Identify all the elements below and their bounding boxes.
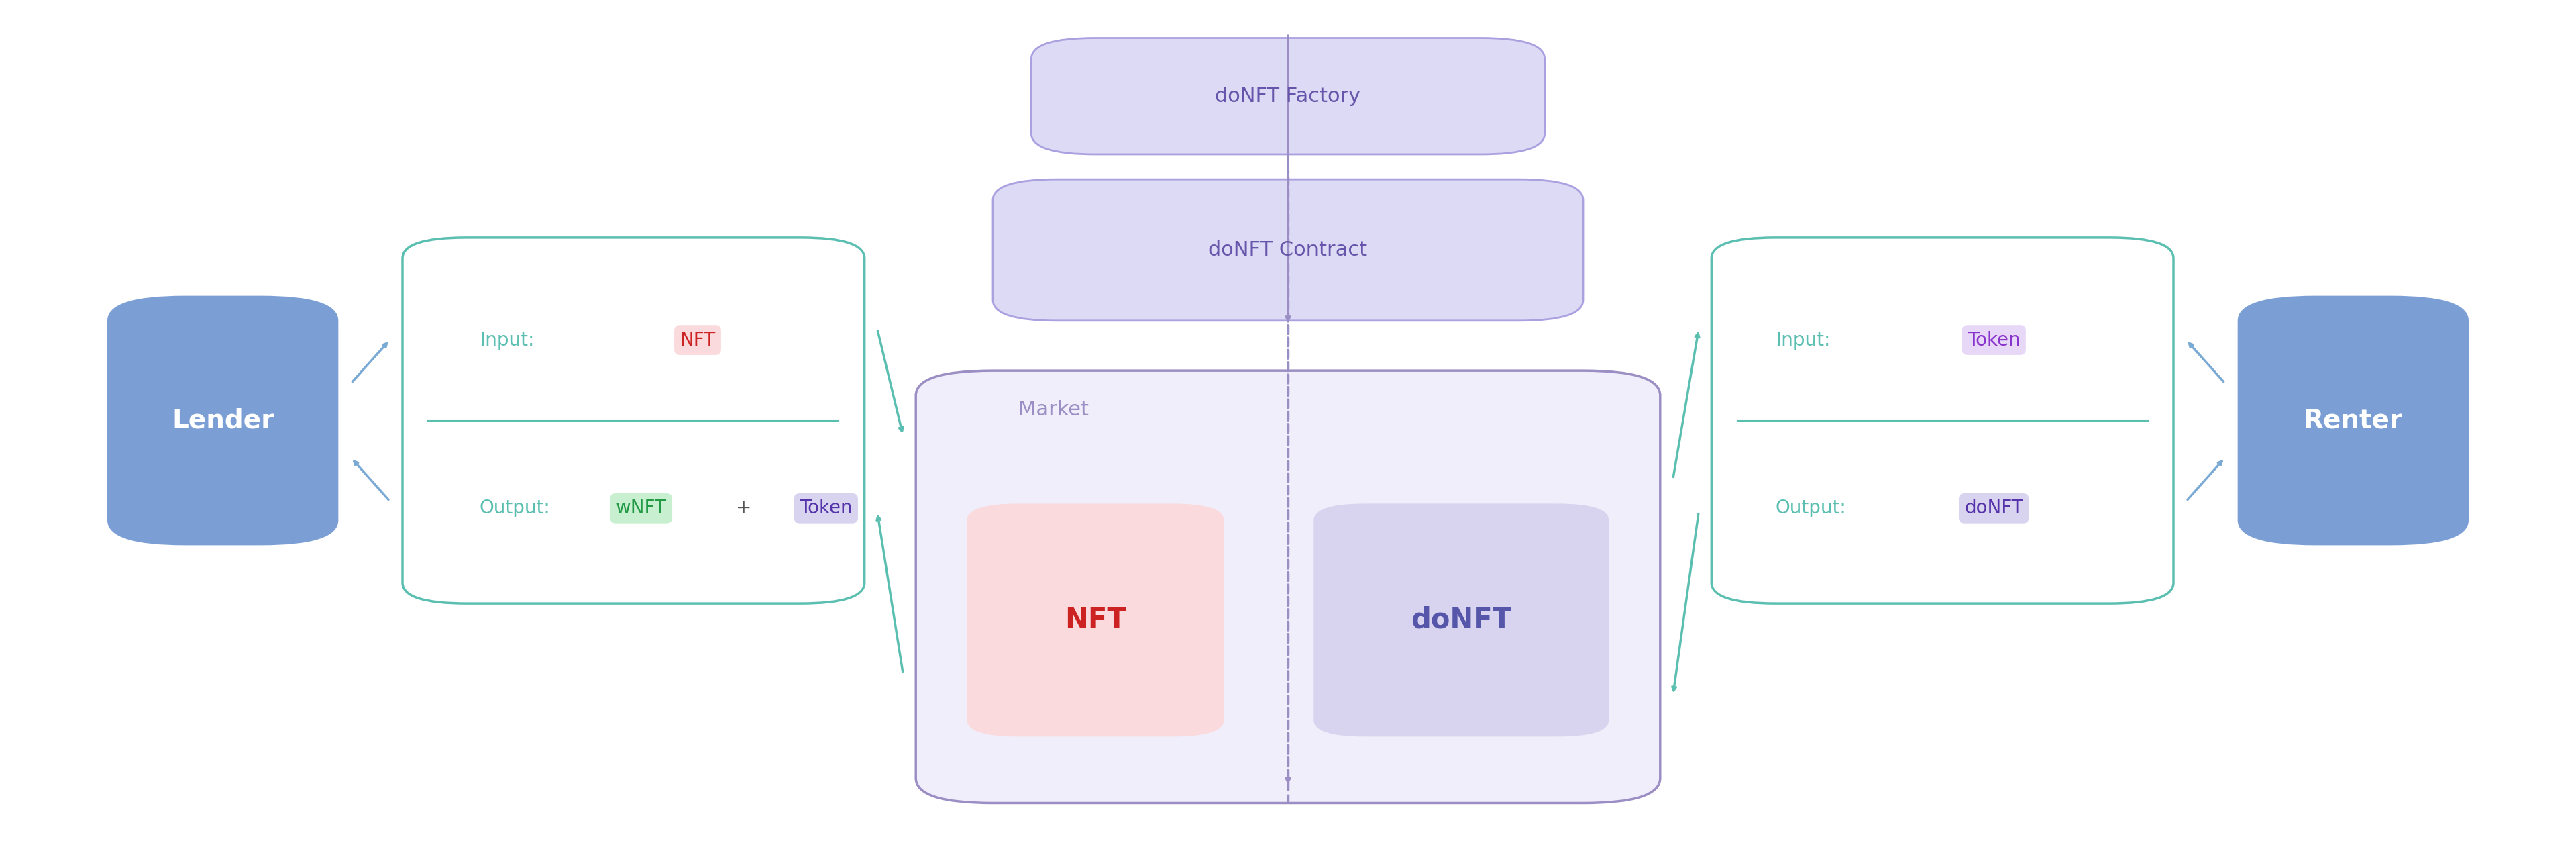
FancyBboxPatch shape — [917, 371, 1659, 803]
Text: NFT: NFT — [1064, 606, 1126, 634]
Text: doNFT: doNFT — [1965, 499, 2022, 518]
Text: Renter: Renter — [2303, 408, 2403, 433]
Text: Token: Token — [1968, 331, 2020, 349]
FancyBboxPatch shape — [966, 504, 1224, 737]
FancyBboxPatch shape — [402, 237, 866, 604]
Text: doNFT Factory: doNFT Factory — [1216, 87, 1360, 106]
Text: Input:: Input: — [479, 331, 533, 349]
FancyBboxPatch shape — [1314, 504, 1610, 737]
Text: Lender: Lender — [173, 408, 273, 433]
Text: Market: Market — [1018, 399, 1090, 419]
FancyBboxPatch shape — [108, 296, 337, 545]
Text: doNFT Contract: doNFT Contract — [1208, 241, 1368, 260]
FancyBboxPatch shape — [2239, 296, 2468, 545]
Text: doNFT: doNFT — [1412, 606, 1512, 634]
Text: +: + — [737, 499, 752, 518]
FancyBboxPatch shape — [992, 179, 1584, 320]
Text: wNFT: wNFT — [616, 499, 667, 518]
FancyBboxPatch shape — [1710, 237, 2174, 604]
FancyBboxPatch shape — [1030, 38, 1546, 155]
Text: NFT: NFT — [680, 331, 716, 349]
Text: Input:: Input: — [1775, 331, 1832, 349]
Text: Token: Token — [799, 499, 853, 518]
Text: Output:: Output: — [479, 499, 551, 518]
Text: Output:: Output: — [1775, 499, 1847, 518]
